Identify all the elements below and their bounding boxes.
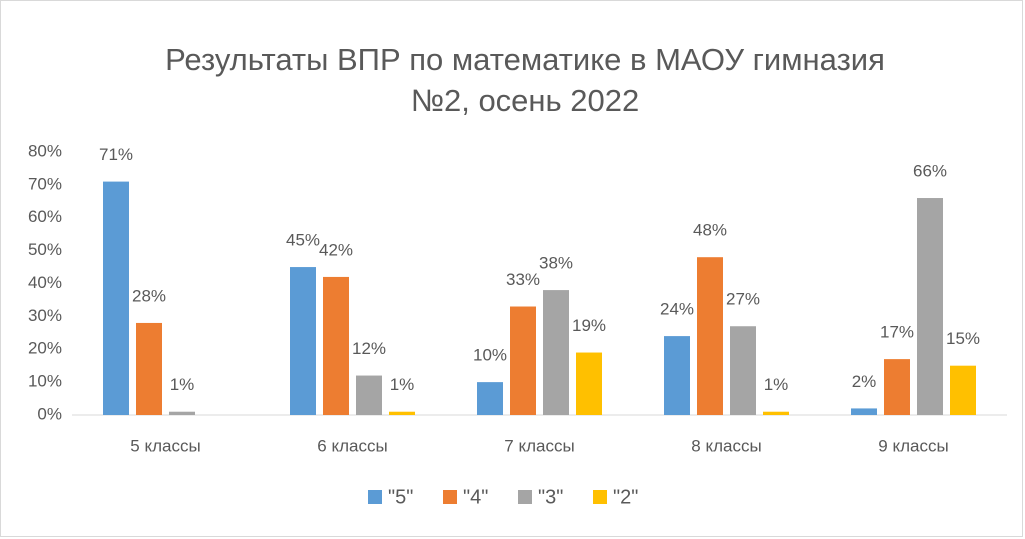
data-label: 10% (473, 346, 507, 365)
data-label: 17% (880, 323, 914, 342)
y-tick-label: 20% (28, 339, 62, 358)
x-tick-label: 6 классы (317, 436, 387, 455)
data-label: 48% (693, 221, 727, 240)
data-label: 45% (286, 231, 320, 250)
bar (851, 408, 877, 415)
y-tick-label: 0% (37, 404, 62, 423)
bar (576, 352, 602, 415)
bar (950, 365, 976, 415)
y-tick-label: 60% (28, 207, 62, 226)
legend-swatch (443, 490, 457, 504)
bar (697, 257, 723, 415)
bar (510, 306, 536, 415)
data-label: 1% (390, 375, 415, 394)
y-tick-label: 50% (28, 240, 62, 259)
data-label: 2% (852, 372, 877, 391)
y-tick-label: 10% (28, 372, 62, 391)
bar (730, 326, 756, 415)
data-label: 15% (946, 329, 980, 348)
y-tick-label: 80% (28, 141, 62, 160)
data-label: 71% (99, 145, 133, 164)
chart-title: №2, осень 2022 (411, 83, 640, 118)
legend-label: "5" (388, 486, 413, 508)
y-tick-label: 40% (28, 273, 62, 292)
x-tick-label: 9 классы (878, 436, 948, 455)
x-tick-label: 5 классы (130, 436, 200, 455)
bar (290, 267, 316, 415)
data-label: 19% (572, 316, 606, 335)
bar (477, 382, 503, 415)
bar (664, 336, 690, 415)
data-label: 33% (506, 270, 540, 289)
legend-swatch (593, 490, 607, 504)
data-label: 12% (352, 339, 386, 358)
bar (917, 198, 943, 415)
x-tick-label: 7 классы (504, 436, 574, 455)
data-label: 27% (726, 290, 760, 309)
data-label: 1% (764, 375, 789, 394)
legend-swatch (368, 490, 382, 504)
legend-label: "2" (613, 486, 638, 508)
bar (884, 359, 910, 415)
bar (103, 181, 129, 415)
legend-swatch (518, 490, 532, 504)
data-label: 66% (913, 162, 947, 181)
chart-title: Результаты ВПР по математике в МАОУ гимн… (165, 42, 885, 77)
x-tick-label: 8 классы (691, 436, 761, 455)
bar (763, 411, 789, 415)
legend-label: "4" (463, 486, 488, 508)
bar (389, 411, 415, 415)
bar (136, 322, 162, 415)
data-label: 28% (132, 286, 166, 305)
legend-label: "3" (538, 486, 563, 508)
bar (323, 276, 349, 415)
data-label: 42% (319, 240, 353, 259)
data-label: 38% (539, 254, 573, 273)
y-tick-label: 70% (28, 174, 62, 193)
bar (543, 290, 569, 415)
y-tick-label: 30% (28, 306, 62, 325)
data-label: 24% (660, 300, 694, 319)
data-label: 1% (170, 375, 195, 394)
bar (356, 375, 382, 415)
bar (169, 411, 195, 415)
